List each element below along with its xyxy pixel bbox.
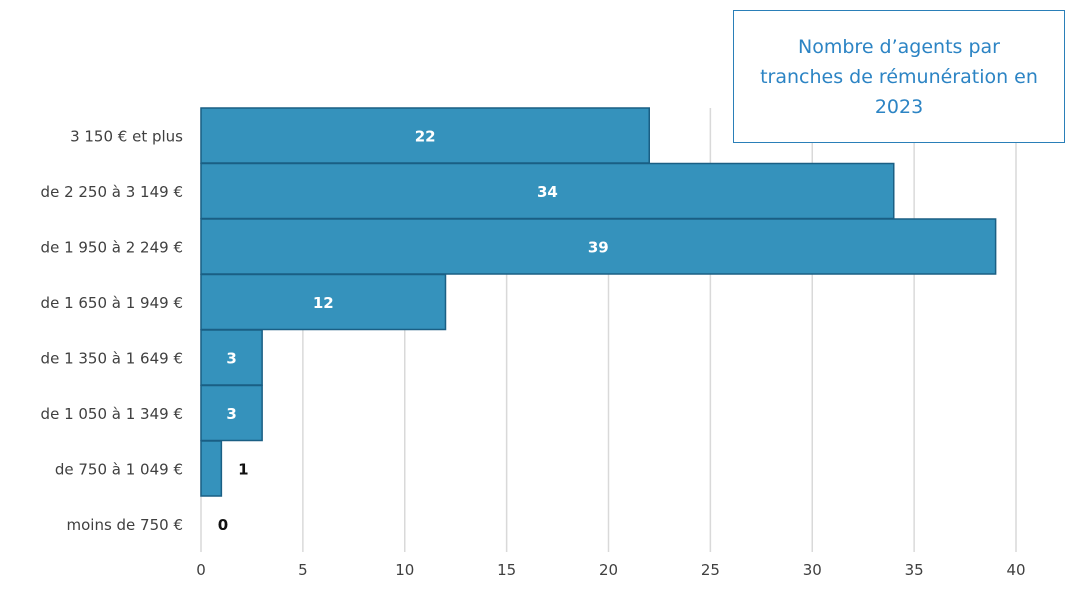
chart-title: Nombre d’agents par tranches de rémunéra… bbox=[760, 35, 1038, 118]
category-label: de 1 650 à 1 949 € bbox=[41, 294, 183, 312]
category-label: 3 150 € et plus bbox=[70, 128, 183, 146]
bar-value-label: 1 bbox=[238, 461, 248, 479]
x-tick-label: 0 bbox=[196, 561, 206, 579]
bar-value-label: 12 bbox=[313, 294, 334, 312]
x-tick-label: 35 bbox=[905, 561, 924, 579]
category-label: de 1 950 à 2 249 € bbox=[41, 239, 183, 257]
x-tick-label: 20 bbox=[599, 561, 618, 579]
bars: 22 34 39 12 3 3 1 0 bbox=[200, 107, 997, 534]
bar-value-label: 39 bbox=[588, 239, 609, 257]
bar bbox=[200, 218, 997, 275]
bar bbox=[200, 162, 895, 220]
bar-value-label: 34 bbox=[537, 183, 558, 201]
bar bbox=[200, 273, 447, 331]
x-tick-label: 10 bbox=[395, 561, 414, 579]
category-label: de 1 050 à 1 349 € bbox=[41, 405, 183, 423]
bar-value-label: 0 bbox=[218, 516, 228, 534]
bar bbox=[200, 384, 263, 442]
x-tick-label: 40 bbox=[1006, 561, 1025, 579]
bar bbox=[200, 107, 650, 164]
bar-value-label: 22 bbox=[415, 128, 436, 146]
category-label: moins de 750 € bbox=[66, 516, 183, 534]
bar bbox=[200, 440, 223, 497]
bar-value-label: 3 bbox=[226, 405, 236, 423]
x-tick-label: 30 bbox=[803, 561, 822, 579]
x-tick-label: 25 bbox=[701, 561, 720, 579]
x-tick-label: 5 bbox=[298, 561, 308, 579]
x-tick-label: 15 bbox=[497, 561, 516, 579]
category-label: de 2 250 à 3 149 € bbox=[41, 183, 183, 201]
x-axis-tick-labels: 0 5 10 15 20 25 30 35 40 bbox=[196, 561, 1025, 579]
chart-title-box: Nombre d’agents par tranches de rémunéra… bbox=[733, 10, 1065, 143]
category-label: de 750 à 1 049 € bbox=[55, 461, 183, 479]
category-label: de 1 350 à 1 649 € bbox=[41, 350, 183, 368]
category-labels: 3 150 € et plus de 2 250 à 3 149 € de 1 95… bbox=[41, 128, 184, 535]
bar-value-label: 3 bbox=[226, 350, 236, 368]
bar bbox=[200, 329, 263, 386]
